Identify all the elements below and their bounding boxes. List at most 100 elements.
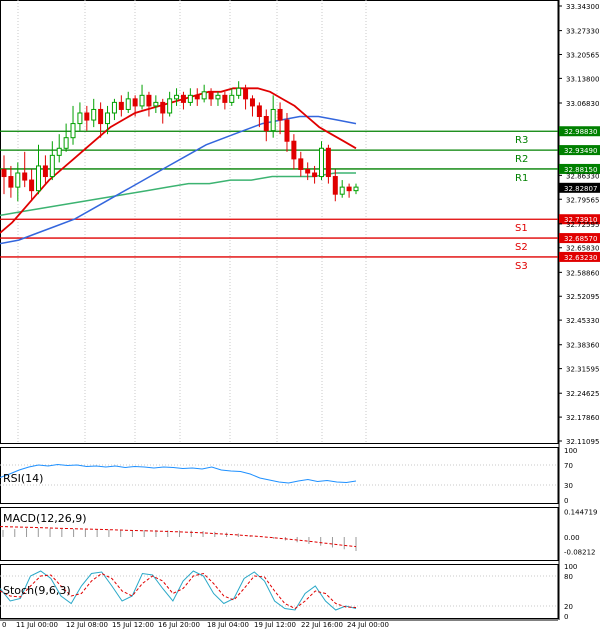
price-tick-label: 32.86330 bbox=[566, 172, 599, 180]
macd-pane: MACD(12,26,9) 0.144719 0.00 -0.08212 bbox=[0, 509, 597, 556]
level-name: R2 bbox=[515, 154, 528, 165]
rsi-tick-label: 70 bbox=[564, 462, 573, 470]
candle-body bbox=[29, 179, 35, 192]
level-price-text: 32.63230 bbox=[564, 254, 597, 262]
candle-body bbox=[22, 172, 28, 181]
price-tick-label: 32.72595 bbox=[566, 221, 599, 229]
level-price-tag bbox=[559, 251, 600, 262]
candle-body bbox=[146, 94, 152, 107]
price-tick-label: 32.52095 bbox=[566, 293, 599, 301]
level-price-tag bbox=[559, 233, 600, 244]
price-tick-label: 32.17860 bbox=[566, 414, 599, 422]
level-price-tag bbox=[559, 145, 600, 156]
candle-body bbox=[215, 94, 221, 100]
level-price-text: 32.68570 bbox=[564, 235, 597, 243]
candle-body bbox=[325, 147, 331, 178]
level-price-text: 32.73910 bbox=[564, 216, 597, 224]
candle-body bbox=[105, 112, 111, 125]
rsi-tick-label: 0 bbox=[564, 497, 568, 505]
level-price-tag bbox=[559, 126, 600, 137]
price-tick-label: 33.06830 bbox=[566, 100, 599, 108]
candle-body bbox=[70, 123, 76, 139]
candle-body bbox=[346, 186, 352, 192]
level-name: S2 bbox=[515, 242, 528, 253]
candle-body bbox=[208, 91, 214, 100]
pane-border bbox=[0, 447, 559, 504]
candle-body bbox=[160, 101, 166, 114]
level-price-text: 32.88150 bbox=[564, 166, 597, 174]
candle-body bbox=[111, 101, 117, 114]
macd-label: MACD(12,26,9) bbox=[3, 512, 87, 525]
candle-body bbox=[298, 158, 304, 170]
candle-body bbox=[118, 101, 124, 110]
time-axis: 0 11 Jul 00:00 12 Jul 08:00 15 Jul 12:00 16 … bbox=[0, 619, 558, 629]
pane-border bbox=[0, 0, 559, 444]
candle-body bbox=[256, 105, 262, 118]
current-price-tag bbox=[559, 182, 600, 193]
candle-body bbox=[249, 98, 255, 107]
candle-body bbox=[284, 119, 290, 142]
ma-red-line bbox=[0, 87, 357, 234]
level-name: S1 bbox=[515, 223, 528, 234]
candle-body bbox=[194, 94, 200, 100]
level-price-text: 32.98830 bbox=[564, 128, 597, 136]
level-name: R1 bbox=[515, 173, 528, 184]
price-tick-label: 33.13800 bbox=[566, 75, 599, 83]
candle-body bbox=[49, 154, 55, 178]
candle-body bbox=[332, 176, 338, 195]
price-tick-label: 33.27330 bbox=[566, 28, 599, 36]
time-tick-label: 0 bbox=[2, 621, 6, 629]
candle-body bbox=[187, 94, 193, 103]
rsi-pane: RSI(14) 100 70 30 0 bbox=[0, 447, 577, 505]
stoch-d-line bbox=[0, 572, 357, 610]
macd-tick-label: -0.08212 bbox=[564, 548, 595, 556]
candle-body bbox=[229, 94, 235, 103]
time-tick-label: 19 Jul 12:00 bbox=[254, 621, 296, 629]
ma-blue-line bbox=[0, 115, 357, 245]
candle-body bbox=[1, 168, 7, 178]
candle-body bbox=[56, 147, 62, 156]
rsi-label: RSI(14) bbox=[3, 472, 43, 485]
level-price-tag bbox=[559, 163, 600, 174]
candle-body bbox=[174, 94, 180, 100]
support-resistance-levels: R3 32.98830 R2 32.93490 R1 32.88150 S1 32.73910… bbox=[0, 126, 600, 272]
candle-body bbox=[277, 108, 283, 121]
level-price-text: 32.93490 bbox=[564, 147, 597, 155]
candle-body bbox=[305, 168, 311, 174]
macd-signal-line bbox=[0, 526, 357, 548]
stoch-tick-label: 80 bbox=[564, 573, 573, 581]
macd-tick-label: 0.144719 bbox=[564, 509, 597, 517]
price-tick-label: 32.24625 bbox=[566, 390, 599, 398]
candle-body bbox=[8, 176, 14, 188]
time-tick-label: 15 Jul 12:00 bbox=[112, 621, 154, 629]
time-tick-label: 12 Jul 08:00 bbox=[66, 621, 108, 629]
main-grid bbox=[17, 0, 367, 443]
candle-body bbox=[153, 101, 159, 107]
candle-body bbox=[15, 172, 21, 188]
price-tick-label: 32.58860 bbox=[566, 269, 599, 277]
candle-body bbox=[167, 98, 173, 114]
current-price-text: 32.82807 bbox=[564, 185, 597, 193]
candles bbox=[1, 81, 359, 202]
rsi-line bbox=[0, 463, 357, 484]
stoch-tick-label: 100 bbox=[564, 563, 577, 571]
stoch-tick-label: 0 bbox=[564, 613, 568, 621]
candle-body bbox=[339, 186, 345, 195]
rsi-tick-label: 30 bbox=[564, 482, 573, 490]
candle-body bbox=[270, 108, 276, 132]
moving-averages bbox=[0, 87, 357, 245]
stoch-pane: Stoch(9,6,3) 100 80 20 0 bbox=[0, 563, 577, 621]
price-tick-label: 33.34300 bbox=[566, 3, 599, 11]
candle-body bbox=[42, 165, 48, 178]
candle-body bbox=[139, 94, 145, 107]
stoch-label: Stoch(9,6,3) bbox=[3, 584, 71, 597]
price-tick-label: 32.31595 bbox=[566, 366, 599, 374]
price-tick-label: 32.11095 bbox=[566, 438, 599, 446]
candle-body bbox=[132, 98, 138, 107]
level-name: S3 bbox=[515, 261, 528, 272]
macd-tick-label: 0.00 bbox=[564, 534, 580, 542]
ma-green-line bbox=[0, 172, 356, 217]
candle-body bbox=[312, 172, 318, 178]
